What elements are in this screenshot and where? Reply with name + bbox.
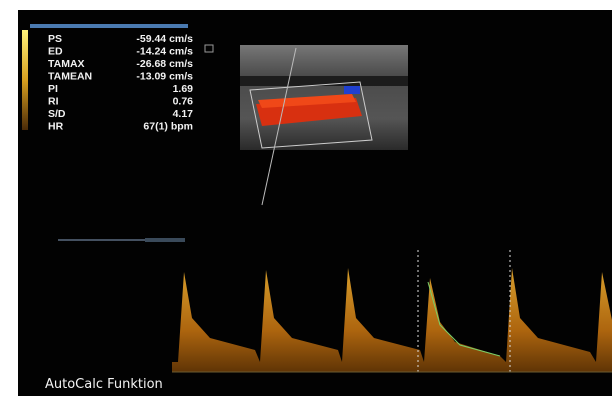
- color-flow-highlight: [258, 94, 356, 108]
- measurement-value: 67(1) bpm: [143, 121, 193, 133]
- vessel-lumen: [240, 76, 408, 86]
- measurement-label: RI: [48, 96, 59, 108]
- doppler-cursor: [261, 47, 297, 206]
- measurement-value: -13.09 cm/s: [136, 71, 193, 83]
- measurement-label: ED: [48, 46, 63, 58]
- measurement-value: -26.68 cm/s: [136, 58, 193, 70]
- measurement-label: PI: [48, 83, 58, 95]
- measurement-label: HR: [48, 121, 64, 133]
- header-bar: [30, 24, 188, 28]
- caption: AutoCalc Funktion: [45, 377, 163, 392]
- measurement-label: TAMEAN: [48, 71, 92, 83]
- color-scale: [22, 30, 28, 130]
- doppler-spectrum: [172, 268, 612, 372]
- reverse-flow: [344, 86, 360, 94]
- measurement-table: PS -59.44 cm/s ED -14.24 cm/s TAMAX -26.68 cm…: [48, 33, 193, 133]
- measurement-value: -14.24 cm/s: [136, 46, 193, 58]
- measurement-label: S/D: [48, 108, 66, 120]
- measurement-value: 0.76: [173, 96, 194, 108]
- scale-indicator: [145, 238, 185, 242]
- marker-icon: [204, 44, 214, 53]
- measurement-value: 4.17: [173, 108, 194, 120]
- measurement-label: TAMAX: [48, 58, 85, 70]
- measurement-label: PS: [48, 33, 62, 45]
- trace-envelope: [427, 281, 501, 357]
- measurement-value: 1.69: [173, 83, 194, 95]
- color-box: [249, 81, 373, 149]
- measurement-value: -59.44 cm/s: [136, 33, 193, 45]
